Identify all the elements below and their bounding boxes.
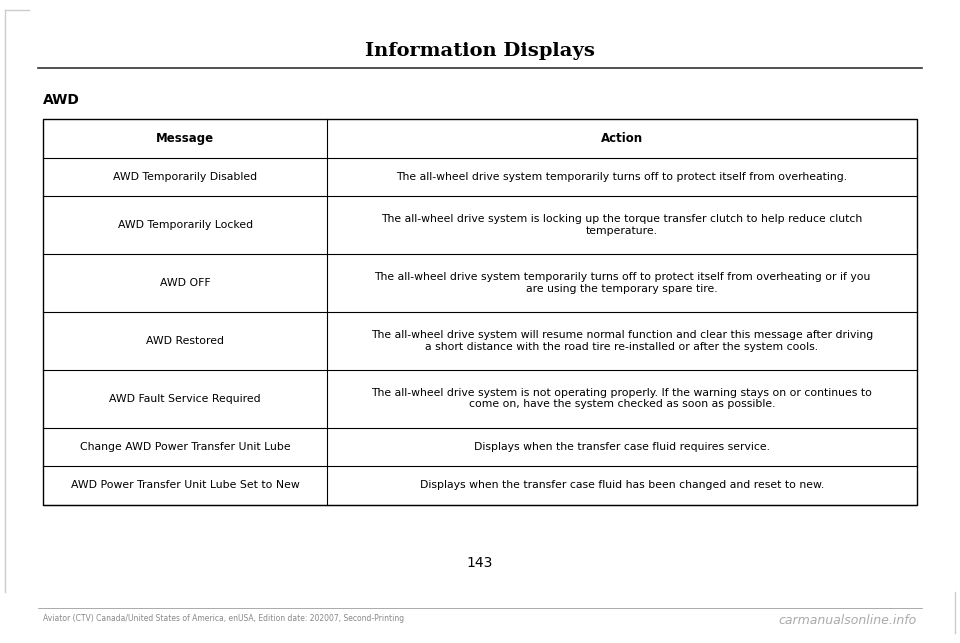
- Text: AWD Temporarily Disabled: AWD Temporarily Disabled: [113, 172, 257, 182]
- Text: Action: Action: [601, 132, 643, 145]
- Text: AWD: AWD: [43, 93, 80, 107]
- Text: Displays when the transfer case fluid has been changed and reset to new.: Displays when the transfer case fluid ha…: [420, 480, 824, 491]
- Text: AWD Restored: AWD Restored: [146, 336, 224, 346]
- Text: Information Displays: Information Displays: [365, 42, 595, 60]
- Text: The all-wheel drive system is locking up the torque transfer clutch to help redu: The all-wheel drive system is locking up…: [381, 214, 863, 236]
- Text: AWD Power Transfer Unit Lube Set to New: AWD Power Transfer Unit Lube Set to New: [71, 480, 300, 491]
- Text: The all-wheel drive system is not operating properly. If the warning stays on or: The all-wheel drive system is not operat…: [372, 388, 873, 410]
- Text: 143: 143: [467, 556, 493, 570]
- Text: AWD OFF: AWD OFF: [160, 278, 210, 288]
- Text: Displays when the transfer case fluid requires service.: Displays when the transfer case fluid re…: [474, 442, 770, 452]
- Text: AWD Fault Service Required: AWD Fault Service Required: [109, 394, 261, 404]
- Text: The all-wheel drive system temporarily turns off to protect itself from overheat: The all-wheel drive system temporarily t…: [373, 272, 870, 294]
- Text: Change AWD Power Transfer Unit Lube: Change AWD Power Transfer Unit Lube: [80, 442, 291, 452]
- Text: Message: Message: [156, 132, 214, 145]
- Text: The all-wheel drive system will resume normal function and clear this message af: The all-wheel drive system will resume n…: [371, 330, 873, 352]
- Text: The all-wheel drive system temporarily turns off to protect itself from overheat: The all-wheel drive system temporarily t…: [396, 172, 848, 182]
- Text: carmanualsonline.info: carmanualsonline.info: [779, 614, 917, 627]
- Text: AWD Temporarily Locked: AWD Temporarily Locked: [117, 220, 252, 230]
- Text: Aviator (CTV) Canada/United States of America, enUSA, Edition date: 202007, Seco: Aviator (CTV) Canada/United States of Am…: [43, 614, 404, 623]
